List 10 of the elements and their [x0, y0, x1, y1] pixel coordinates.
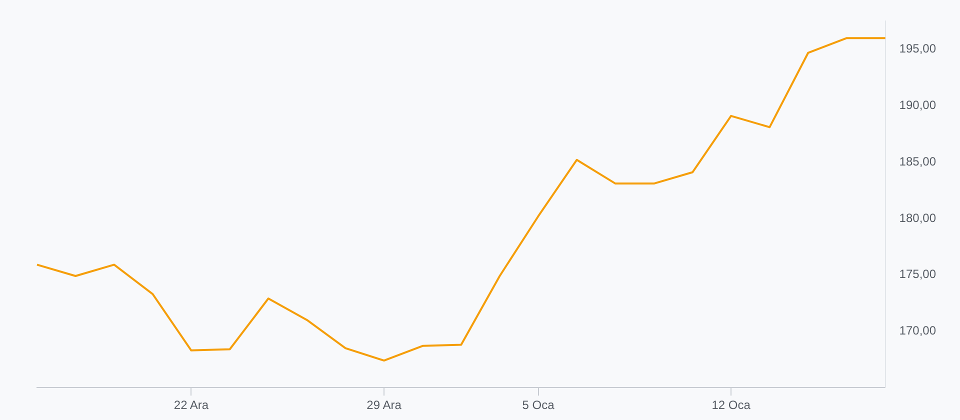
y-tick-label: 195,00: [899, 42, 936, 56]
y-tick-label: 185,00: [899, 154, 936, 168]
y-tick-label: 170,00: [899, 324, 936, 338]
y-tick-label: 180,00: [899, 210, 936, 225]
y-tick-label: 190,00: [899, 98, 936, 112]
y-tick-label: 175,00: [899, 267, 936, 282]
x-tick-label: 12 Oca: [712, 398, 751, 412]
x-tick-label: 5 Oca: [522, 398, 555, 412]
x-tick-label: 29 Ara: [366, 398, 402, 412]
x-tick-label: 22 Ara: [174, 398, 209, 412]
